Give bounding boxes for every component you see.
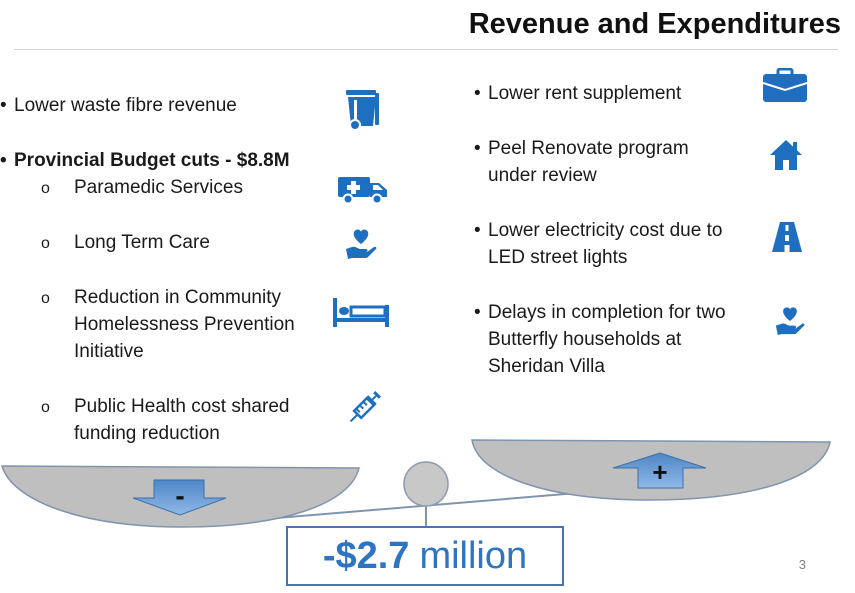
right-item-butterfly-line2: Butterfly households at bbox=[488, 329, 682, 350]
right-item-electricity-line2: LED street lights bbox=[488, 247, 628, 268]
right-item-rent-supplement: Lower rent supplement bbox=[474, 80, 682, 107]
sub-item-homelessness-line3: Initiative bbox=[74, 341, 144, 362]
page-number: 3 bbox=[798, 557, 806, 572]
right-item-butterfly-line1: Delays in completion for two bbox=[488, 302, 726, 323]
right-item-peel-renovate-line1: Peel Renovate program bbox=[488, 138, 689, 159]
left-item-provincial-cuts-label: Provincial Budget cuts - $8.8M bbox=[14, 150, 290, 171]
sub-item-public-health: Public Health cost shared funding reduct… bbox=[41, 393, 290, 447]
briefcase-icon bbox=[762, 68, 808, 102]
plus-label: + bbox=[652, 457, 667, 487]
sub-item-homelessness: Reduction in Community Homelessness Prev… bbox=[41, 284, 295, 365]
sub-item-public-health-line2: funding reduction bbox=[74, 423, 220, 444]
road-icon bbox=[772, 222, 802, 252]
sub-item-long-term-care-label: Long Term Care bbox=[74, 232, 210, 253]
heart-in-hand-icon bbox=[775, 307, 805, 336]
plus-arrow bbox=[612, 452, 707, 489]
right-item-butterfly: Delays in completion for two Butterfly h… bbox=[474, 299, 726, 380]
left-item-provincial-cuts: Provincial Budget cuts - $8.8M bbox=[0, 147, 290, 174]
heart-in-hand-icon bbox=[346, 229, 377, 259]
sub-item-homelessness-line2: Homelessness Prevention bbox=[74, 314, 295, 335]
right-item-rent-supplement-label: Lower rent supplement bbox=[488, 83, 682, 104]
total-unit: million bbox=[419, 534, 528, 577]
sub-item-public-health-line1: Public Health cost shared bbox=[74, 396, 290, 417]
house-icon bbox=[770, 140, 802, 170]
title-divider bbox=[14, 49, 838, 50]
total-box: -$2.7 million bbox=[286, 526, 564, 586]
waste-bin-icon bbox=[346, 90, 379, 131]
sub-item-homelessness-line1: Reduction in Community bbox=[74, 287, 281, 308]
minus-label: - bbox=[175, 480, 184, 511]
sub-item-paramedic: Paramedic Services bbox=[41, 174, 243, 202]
sub-item-paramedic-label: Paramedic Services bbox=[74, 177, 243, 198]
left-item-waste-revenue-label: Lower waste fibre revenue bbox=[14, 95, 237, 116]
left-item-waste-revenue: Lower waste fibre revenue bbox=[0, 92, 237, 119]
syringe-icon bbox=[349, 391, 381, 423]
slide-title: Revenue and Expenditures bbox=[468, 8, 841, 40]
scale-pivot bbox=[403, 461, 449, 507]
minus-arrow bbox=[132, 479, 227, 516]
right-item-peel-renovate-line2: under review bbox=[488, 165, 597, 186]
bed-icon bbox=[333, 298, 389, 327]
total-amount: -$2.7 bbox=[322, 534, 410, 577]
ambulance-icon bbox=[338, 177, 387, 205]
right-item-peel-renovate: Peel Renovate program under review bbox=[474, 135, 689, 189]
sub-item-long-term-care: Long Term Care bbox=[41, 229, 210, 257]
right-item-electricity-line1: Lower electricity cost due to bbox=[488, 220, 723, 241]
right-item-electricity: Lower electricity cost due to LED street… bbox=[474, 217, 723, 271]
right-item-butterfly-line3: Sheridan Villa bbox=[488, 356, 605, 377]
